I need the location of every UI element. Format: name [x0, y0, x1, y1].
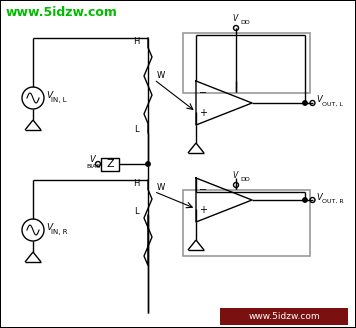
Text: V: V [232, 171, 237, 180]
Bar [183, 190, 310, 256]
Text: IN, L: IN, L [51, 97, 67, 103]
Text: www.5idzw.com: www.5idzw.com [6, 6, 118, 19]
Text: −: − [199, 88, 207, 98]
Text: V: V [89, 155, 95, 165]
Text: OUT, R: OUT, R [322, 198, 344, 203]
Text: L: L [134, 208, 139, 216]
Bar [220, 308, 348, 325]
Text: DD: DD [240, 177, 250, 182]
Text: Z: Z [106, 159, 114, 169]
Text: W: W [157, 183, 165, 192]
Text: V: V [46, 222, 52, 232]
Text: DD: DD [240, 20, 250, 25]
Text: +: + [199, 108, 207, 118]
Text: IN, R: IN, R [51, 229, 68, 235]
Text: −: − [199, 185, 207, 195]
Circle shape [303, 101, 307, 105]
Text: V: V [46, 91, 52, 99]
Text: H: H [133, 36, 139, 46]
Circle shape [303, 198, 307, 202]
Text: W: W [157, 71, 165, 80]
Text: OUT, L: OUT, L [322, 101, 343, 107]
Bar [183, 33, 310, 93]
Text: BIAS: BIAS [87, 163, 101, 169]
Text: +: + [199, 205, 207, 215]
Text: L: L [134, 126, 139, 134]
Text: V: V [316, 95, 322, 105]
Text: H: H [133, 178, 139, 188]
Bar [101, 157, 119, 171]
Text: www.5idzw.com: www.5idzw.com [248, 312, 320, 321]
Text: V: V [232, 14, 237, 23]
Text: V: V [316, 193, 322, 201]
Circle shape [146, 162, 150, 166]
